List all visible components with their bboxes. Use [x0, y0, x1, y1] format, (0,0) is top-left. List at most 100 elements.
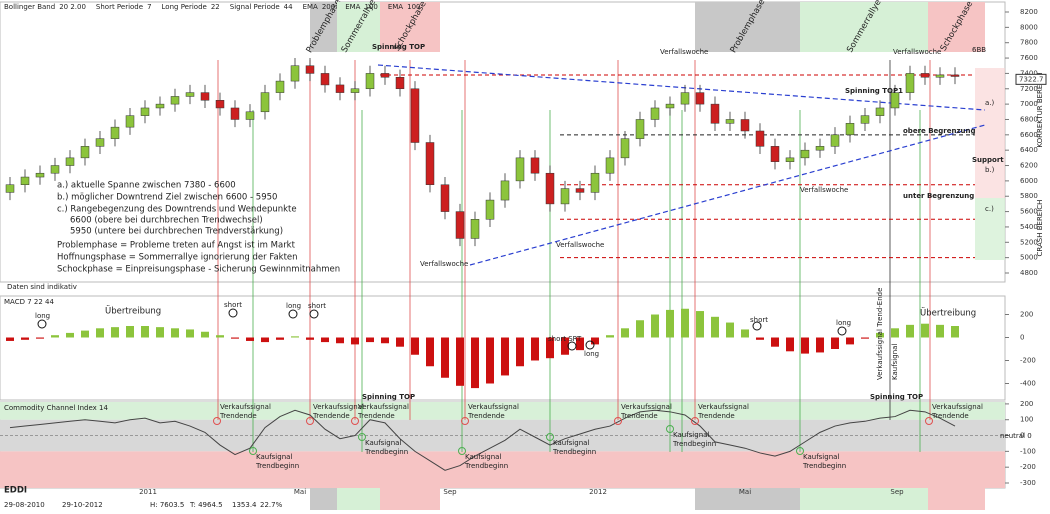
buy-signal: Kaufsignal [553, 439, 589, 447]
y-tick-label: 7400 [1020, 69, 1038, 77]
macd-annotation: long [584, 350, 599, 358]
y-tick-label: 100 [1020, 416, 1033, 424]
macd-bar [171, 328, 179, 338]
candle-body [575, 188, 585, 193]
macd-annotation: Übertreibung [105, 306, 161, 317]
macd-bar [771, 337, 779, 347]
candle-body [920, 73, 930, 78]
macd-bar [561, 337, 569, 355]
macd-bar [471, 337, 479, 389]
candle-body [875, 107, 885, 116]
panel [0, 295, 1006, 401]
footer-text: EDDI [4, 486, 27, 496]
candle-body [545, 172, 555, 205]
y-tick-label: 5600 [1020, 208, 1038, 216]
macd-annotation: short [308, 302, 326, 310]
buy-signal: Kaufsignal [673, 431, 709, 439]
macd-bar [51, 335, 59, 338]
candle-body [230, 107, 240, 120]
candle-body [710, 103, 720, 124]
macd-bar [831, 337, 839, 349]
candle-body [65, 157, 75, 166]
candle-body [110, 126, 120, 139]
y-tick-label: 0 [1020, 334, 1024, 342]
macd-bar [756, 337, 764, 340]
sell-circle [461, 417, 469, 425]
candle-body [395, 77, 405, 90]
buy-signal: Trendbeginn [255, 462, 299, 470]
candle-body [605, 157, 615, 174]
annotation: Spinning TOP [372, 43, 425, 51]
x-tick-label: 2011 [139, 488, 157, 496]
annotation: Verfallswoche [800, 186, 848, 194]
y-tick-label: 7600 [1020, 54, 1038, 62]
annotation: Verfallswoche [556, 241, 604, 249]
phase-zone [928, 488, 985, 510]
macd-annotation: long [35, 312, 50, 320]
legend-name: Bollinger Band [4, 3, 55, 11]
y-tick-label: 5000 [1020, 254, 1038, 262]
macd-bar [366, 337, 374, 343]
sell-circle [614, 417, 622, 425]
trend-line [469, 124, 986, 266]
phase-zone [310, 2, 337, 52]
buy-signal: Trendbeginn [464, 462, 508, 470]
zone-label: KORREKTUR BEREICH [1036, 72, 1044, 147]
annotation: b.) [985, 166, 995, 174]
macd-bar [936, 324, 944, 338]
y-tick-label: 0 [1020, 432, 1024, 440]
macd-bar [606, 335, 614, 338]
cci-annotation: Kaufsignal [891, 344, 899, 380]
buy-signal: Trendbeginn [364, 448, 408, 456]
legend-params: 100 [364, 3, 377, 11]
cci-annotation: Verkaufssignal Trend-Ende [876, 288, 884, 380]
phase-zone [800, 488, 928, 510]
candle-body [740, 119, 750, 132]
macd-bar [846, 337, 854, 345]
note: a.) aktuelle Spanne zwischen 7380 - 6600 [57, 181, 236, 191]
sell-circle [691, 417, 699, 425]
candle-body [365, 73, 375, 90]
candle-body [680, 92, 690, 105]
candle-body [245, 111, 255, 120]
signal-circle [585, 340, 595, 350]
candle-body [305, 65, 315, 74]
candle-body [950, 74, 960, 77]
candle-body [5, 184, 15, 193]
x-tick-label: Sep [443, 488, 457, 496]
footer-text: T: 4964.5 [189, 501, 223, 509]
candle-body [20, 176, 30, 185]
y-tick-label: 6400 [1020, 146, 1038, 154]
candle-body [560, 188, 570, 205]
macd-annotation: long [836, 319, 851, 327]
correction-area [975, 68, 1005, 198]
footer-text: 29-10-2012 [62, 501, 103, 509]
y-tick-label: 5800 [1020, 192, 1038, 200]
macd-bar [246, 337, 254, 341]
candle-body [200, 92, 210, 101]
candle-body [665, 103, 675, 109]
candle-body [95, 138, 105, 147]
cci-annotation: neutral 0 [1000, 432, 1032, 440]
macd-bar [801, 337, 809, 354]
candle-body [905, 73, 915, 93]
candle-body [815, 146, 825, 151]
y-tick-label: 6000 [1020, 177, 1038, 185]
last-price: 7322.7 [1019, 75, 1044, 83]
sell-signal: Verkaufssignal [358, 403, 409, 411]
sell-signal: Verkaufssignal [932, 403, 983, 411]
x-tick-label: 2012 [589, 488, 607, 496]
y-tick-label: 5400 [1020, 223, 1038, 231]
sell-signal: Verkaufssignal [220, 403, 271, 411]
last-price-box [1015, 73, 1047, 85]
macd-bar [651, 314, 659, 338]
sell-circle [351, 417, 359, 425]
macd-annotation: Übertreibung [920, 308, 976, 319]
candle-body [215, 100, 225, 109]
macd-bar [411, 337, 419, 355]
phase-zone [380, 488, 440, 510]
annotation: Support [972, 156, 1004, 164]
macd-bar [81, 330, 89, 338]
candle-body [410, 88, 420, 143]
candle-body [275, 80, 285, 93]
